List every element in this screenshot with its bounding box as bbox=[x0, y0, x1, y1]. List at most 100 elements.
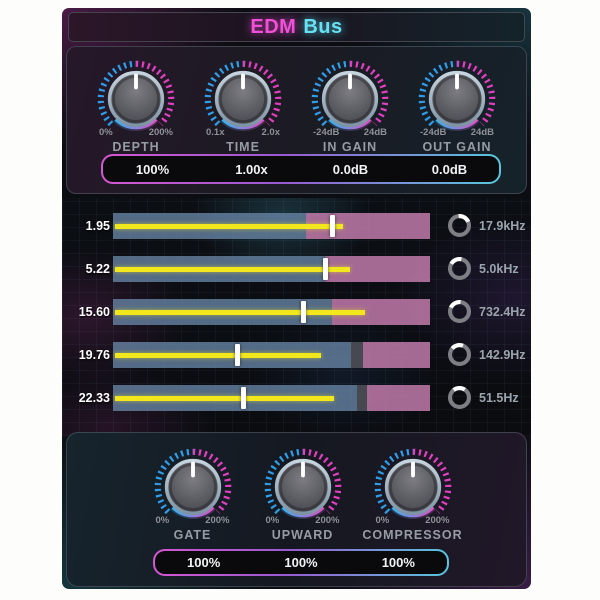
knob-dial[interactable] bbox=[149, 443, 237, 531]
knob-min-label: -24dB bbox=[313, 127, 340, 138]
knob-out-gain: -24dB 24dB OUT GAIN bbox=[407, 53, 507, 154]
band-freq-label: 5.0kHz bbox=[479, 262, 519, 276]
band-freq-knob[interactable] bbox=[446, 298, 473, 325]
knob-max-label: 24dB bbox=[363, 127, 387, 138]
band-slider-track[interactable] bbox=[113, 299, 430, 325]
knob-dial[interactable] bbox=[259, 443, 347, 531]
knob-body bbox=[107, 70, 165, 128]
band-row-2: 5.22 5.0kHz bbox=[62, 255, 531, 283]
value-readout-in-gain[interactable]: 0.0dB bbox=[332, 161, 369, 177]
band-freq-knob[interactable] bbox=[446, 341, 473, 368]
top-value-bar: 100% 1.00x 0.0dB 0.0dB bbox=[101, 154, 501, 184]
band-slider-track[interactable] bbox=[113, 342, 430, 368]
band-level-line bbox=[115, 266, 350, 272]
title-bus: Bus bbox=[303, 15, 343, 38]
knob-min-label: 0.1x bbox=[206, 127, 225, 138]
band-freq-knob[interactable] bbox=[446, 212, 473, 239]
knob-tick-arc-blue bbox=[418, 60, 458, 127]
top-panel: 0% 200% DEPTH 0.1x 2.0x TIME bbox=[66, 46, 527, 194]
knob-tick-arc-pink bbox=[302, 448, 341, 515]
knob-bottom-arc bbox=[391, 506, 434, 518]
band-slider-track[interactable] bbox=[113, 256, 430, 282]
value-readout-upward[interactable]: 100% bbox=[284, 555, 318, 570]
freq-knob-ring bbox=[447, 385, 472, 410]
knob-depth: 0% 200% DEPTH bbox=[86, 53, 186, 154]
value-readout-out-gain[interactable]: 0.0dB bbox=[431, 161, 468, 177]
knob-indicator bbox=[190, 461, 195, 478]
knob-body bbox=[428, 70, 486, 128]
knob-body bbox=[321, 70, 379, 128]
band-slider-track[interactable] bbox=[113, 213, 430, 239]
freq-knob-indicator bbox=[447, 256, 472, 281]
knob-compressor: 0% 200% COMPRESSOR bbox=[362, 441, 463, 542]
band-value-label: 19.76 bbox=[78, 348, 110, 362]
knob-name-label: TIME bbox=[226, 140, 260, 154]
knob-bottom-arc bbox=[435, 118, 479, 130]
knob-min-label: 0% bbox=[375, 515, 390, 526]
knob-tick-arc-blue bbox=[374, 448, 413, 515]
band-value-label: 5.22 bbox=[85, 262, 110, 276]
knob-max-label: 24dB bbox=[470, 127, 494, 138]
value-readout-gate[interactable]: 100% bbox=[187, 555, 221, 570]
band-slider-handle[interactable] bbox=[301, 301, 307, 323]
knob-dial[interactable] bbox=[199, 55, 287, 143]
knob-dial[interactable] bbox=[92, 55, 180, 143]
band-value-label: 22.33 bbox=[78, 391, 110, 405]
knob-name-label: DEPTH bbox=[112, 140, 160, 154]
band-level-line bbox=[115, 223, 344, 229]
band-range-high bbox=[366, 385, 430, 411]
knob-dial[interactable] bbox=[306, 55, 394, 143]
knob-bottom-arc bbox=[328, 118, 372, 130]
knob-indicator bbox=[241, 73, 245, 90]
knob-body bbox=[164, 458, 221, 516]
band-slider-track[interactable] bbox=[113, 385, 430, 411]
band-freq-knob[interactable] bbox=[446, 255, 473, 282]
band-freq-label: 142.9Hz bbox=[479, 348, 526, 362]
knob-indicator bbox=[134, 73, 138, 90]
band-value-label: 1.95 bbox=[85, 219, 110, 233]
knob-tick-arc-pink bbox=[242, 60, 282, 127]
knob-tick-arc-pink bbox=[192, 448, 231, 515]
band-row-1: 1.95 17.9kHz bbox=[62, 212, 531, 240]
band-freq-label: 17.9kHz bbox=[479, 219, 526, 233]
bottom-panel: 0% 200% GATE 0% 200% UPWARD bbox=[66, 432, 527, 587]
bottom-knob-row: 0% 200% GATE 0% 200% UPWARD bbox=[67, 441, 531, 542]
knob-min-label: 0% bbox=[265, 515, 280, 526]
knob-name-label: OUT GAIN bbox=[422, 140, 492, 154]
knob-max-label: 200% bbox=[315, 515, 340, 526]
bottom-value-bar: 100% 100% 100% bbox=[153, 549, 449, 576]
knob-tick-arc-blue bbox=[154, 448, 193, 515]
knob-dial[interactable] bbox=[413, 55, 501, 143]
title-bar: EDM Bus bbox=[68, 12, 525, 42]
knob-min-label: 0% bbox=[99, 127, 113, 138]
freq-knob-indicator bbox=[447, 342, 472, 367]
top-knob-row: 0% 200% DEPTH 0.1x 2.0x TIME bbox=[67, 53, 526, 154]
band-row-3: 15.60 732.4Hz bbox=[62, 298, 531, 326]
band-slider-handle[interactable] bbox=[234, 344, 240, 366]
band-range-gap bbox=[350, 342, 364, 368]
freq-knob-indicator bbox=[447, 213, 472, 238]
band-row-4: 19.76 142.9Hz bbox=[62, 341, 531, 369]
band-range-high bbox=[363, 342, 430, 368]
value-readout-compressor[interactable]: 100% bbox=[381, 555, 415, 570]
band-slider-handle[interactable] bbox=[323, 258, 329, 280]
knob-indicator bbox=[410, 461, 415, 478]
band-freq-label: 732.4Hz bbox=[479, 305, 526, 319]
knob-indicator bbox=[455, 73, 459, 90]
value-readout-time[interactable]: 1.00x bbox=[235, 161, 268, 177]
band-slider-handle[interactable] bbox=[329, 215, 335, 237]
knob-dial[interactable] bbox=[369, 443, 457, 531]
title-edm: EDM bbox=[250, 15, 297, 38]
knob-bottom-arc bbox=[281, 506, 324, 518]
knob-name-label: GATE bbox=[173, 528, 212, 542]
band-slider-handle[interactable] bbox=[240, 387, 246, 409]
band-freq-knob[interactable] bbox=[446, 384, 473, 411]
band-level-line bbox=[115, 309, 366, 315]
knob-body bbox=[384, 458, 441, 516]
knob-tick-arc-blue bbox=[264, 448, 303, 515]
knob-name-label: IN GAIN bbox=[322, 140, 378, 154]
band-row-5: 22.33 51.5Hz bbox=[62, 384, 531, 412]
value-readout-depth[interactable]: 100% bbox=[135, 161, 170, 177]
knob-body bbox=[214, 70, 272, 128]
